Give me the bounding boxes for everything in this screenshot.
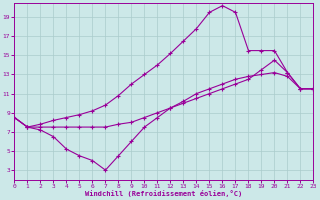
X-axis label: Windchill (Refroidissement éolien,°C): Windchill (Refroidissement éolien,°C) — [85, 190, 243, 197]
